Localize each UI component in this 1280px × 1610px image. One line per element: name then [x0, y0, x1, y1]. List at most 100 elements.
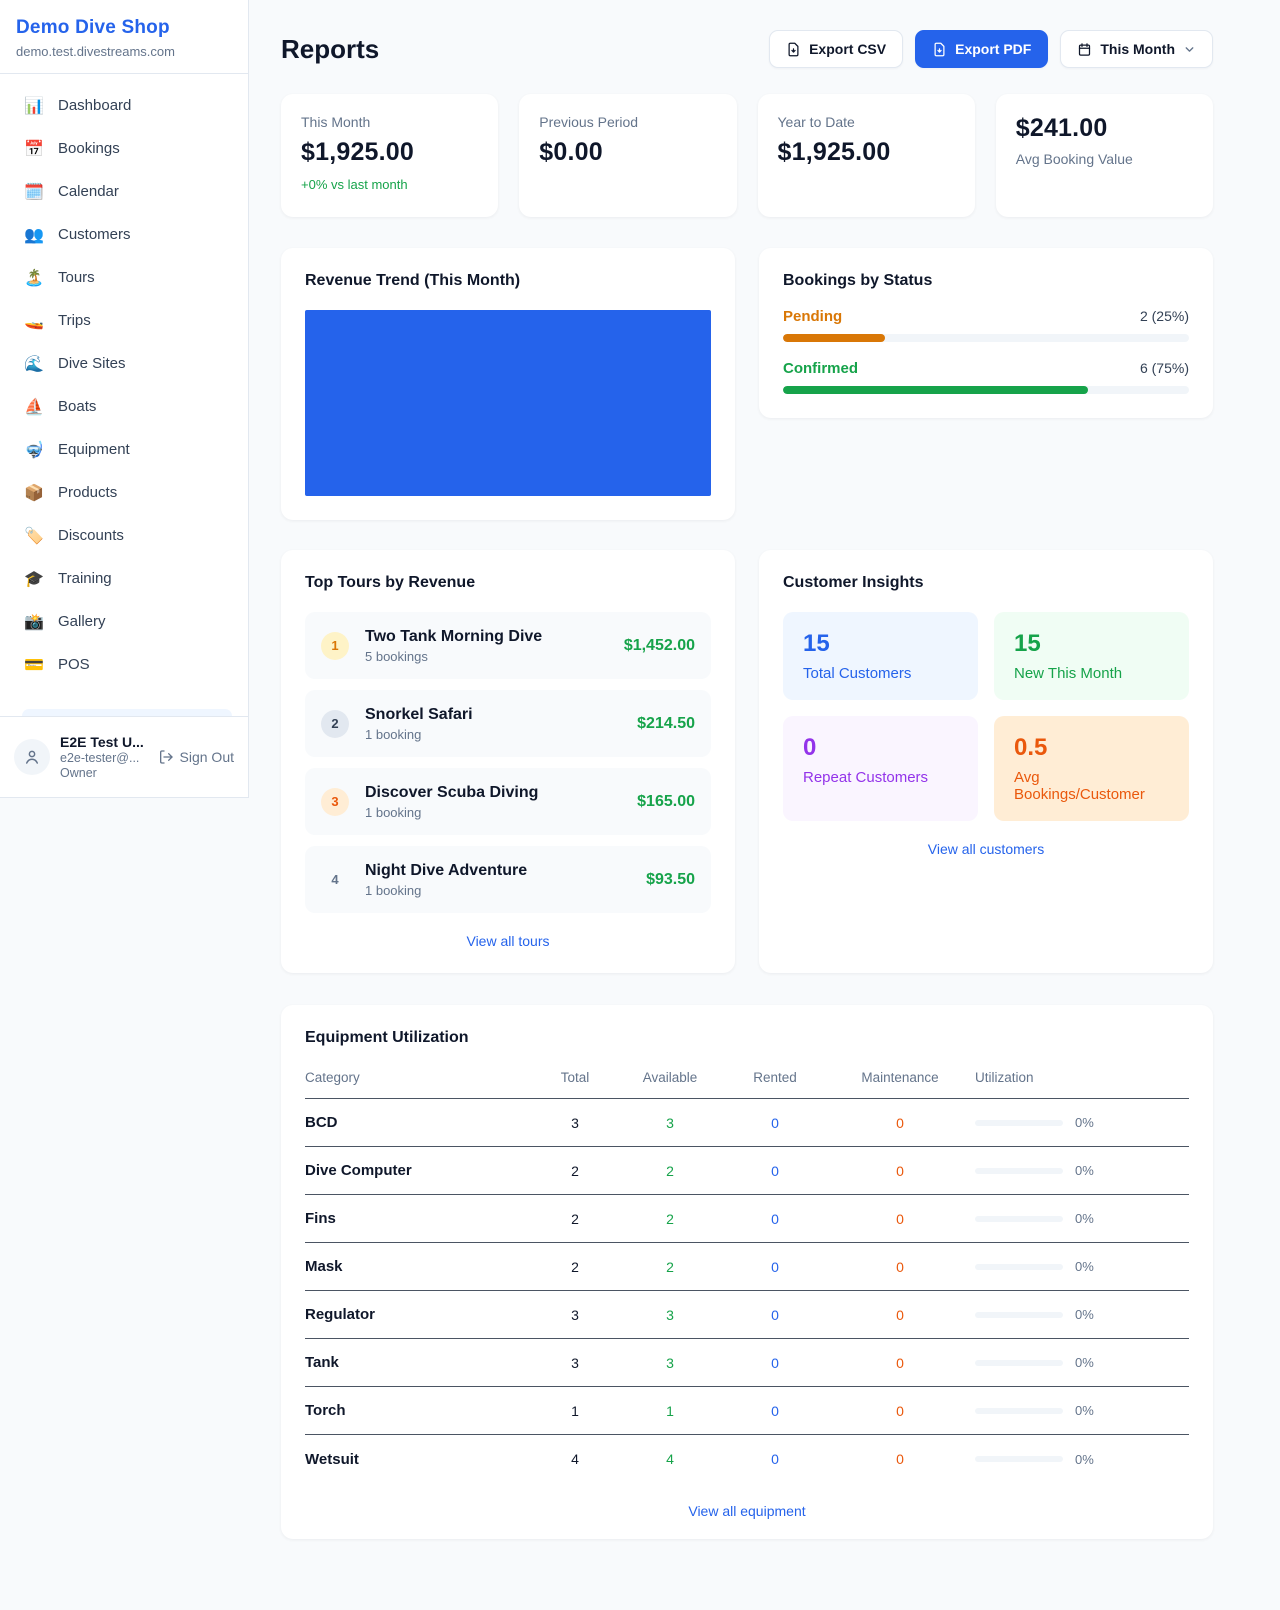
tour-name: Discover Scuba Diving — [365, 783, 539, 801]
sidebar-item-equipment[interactable]: 🤿 Equipment — [24, 441, 130, 459]
sidebar-item-bookings[interactable]: 📅 Bookings — [24, 140, 120, 158]
sidebar-item-boats[interactable]: ⛵ Boats — [24, 398, 97, 416]
table-row: Torch 1 1 0 0 0% — [305, 1387, 1189, 1435]
file-download-icon — [934, 42, 945, 56]
bookings-by-status-title: Bookings by Status — [783, 272, 933, 289]
equipment-total: 3 — [571, 1114, 579, 1131]
chevron-down-icon — [1185, 46, 1194, 52]
equipment-available: 3 — [666, 1354, 674, 1371]
column-header: Category — [305, 1070, 360, 1085]
equipment-total: 2 — [571, 1258, 579, 1275]
sidebar-item-products[interactable]: 📦 Products — [24, 484, 118, 502]
sidebar-nav: 📊 Dashboard 📅 Bookings 🗓️ Calendar 👥 Cus… — [0, 74, 248, 716]
equipment-rented: 0 — [771, 1451, 779, 1467]
user-role: Owner — [60, 766, 97, 780]
equipment-maintenance: 0 — [896, 1354, 904, 1371]
stat-label: Avg Booking Value — [1015, 151, 1133, 167]
equipment-available: 2 — [666, 1210, 674, 1227]
tour-name: Two Tank Morning Dive — [365, 627, 543, 645]
utilization-percent: 0% — [1075, 1163, 1094, 1178]
utilization-percent: 0% — [1075, 1211, 1094, 1226]
equipment-rented: 0 — [771, 1258, 779, 1275]
view-all-equipment-link[interactable]: View all equipment — [688, 1503, 806, 1519]
sidebar-item-training[interactable]: 🎓 Training — [24, 570, 112, 588]
equipment-available: 3 — [666, 1306, 674, 1323]
file-download-icon — [788, 42, 799, 56]
insight-tile: 0 Repeat Customers — [783, 716, 978, 821]
column-header: Rented — [753, 1070, 797, 1085]
tour-name: Snorkel Safari — [365, 705, 473, 723]
user-icon — [26, 750, 38, 764]
sidebar-item-gallery[interactable]: 📸 Gallery — [24, 613, 106, 631]
period-dropdown[interactable]: This Month — [1060, 30, 1213, 68]
utilization-percent: 0% — [1075, 1355, 1094, 1370]
tour-bookings: 5 bookings — [365, 648, 428, 664]
view-all-customers-link[interactable]: View all customers — [927, 841, 1045, 857]
equipment-icon: 🤿 — [24, 441, 44, 459]
stat-value: $1,925.00 — [301, 138, 415, 166]
table-row: Regulator 3 3 0 0 0% — [305, 1291, 1189, 1339]
equipment-utilization-title: Equipment Utilization — [305, 1029, 469, 1046]
sidebar-item-tours[interactable]: 🏝️ Tours — [24, 269, 95, 287]
trips-icon: 🚤 — [24, 312, 44, 330]
view-all-tours-link[interactable]: View all tours — [466, 933, 550, 949]
equipment-maintenance: 0 — [896, 1451, 904, 1467]
sidebar-item-dive-sites[interactable]: 🌊 Dive Sites — [24, 355, 126, 373]
brand-domain: demo.test.divestreams.com — [16, 44, 175, 59]
equipment-rented: 0 — [771, 1114, 779, 1131]
sign-out-button[interactable]: Sign Out — [158, 749, 234, 765]
sidebar-item-reports-active[interactable] — [22, 709, 232, 716]
equipment-rented: 0 — [771, 1210, 779, 1227]
insight-tiles: 15 Total Customers 15 New This Month 0 R… — [783, 612, 1189, 821]
equipment-category: Torch — [305, 1402, 346, 1419]
column-header: Utilization — [975, 1070, 1034, 1085]
equipment-rented: 0 — [771, 1402, 779, 1419]
equipment-category: Mask — [305, 1258, 343, 1275]
status-label: Confirmed — [783, 360, 858, 377]
table-row: Fins 2 2 0 0 0% — [305, 1195, 1189, 1243]
column-header: Total — [560, 1070, 590, 1085]
export-pdf-button[interactable]: Export PDF — [915, 30, 1049, 68]
equipment-maintenance: 0 — [896, 1306, 904, 1323]
tour-revenue: $214.50 — [637, 714, 695, 732]
sidebar-item-dashboard[interactable]: 📊 Dashboard — [24, 97, 132, 115]
equipment-category: Regulator — [305, 1306, 376, 1323]
sidebar-item-pos[interactable]: 💳 POS — [24, 656, 90, 674]
insight-tile: 15 Total Customers — [783, 612, 978, 700]
tour-bookings: 1 booking — [365, 882, 422, 898]
insight-value: 15 — [1014, 630, 1041, 657]
training-icon: 🎓 — [24, 570, 44, 588]
header-actions: Export CSV Export PDF This Month — [769, 30, 1213, 68]
customers-icon: 👥 — [24, 226, 44, 244]
sidebar-item-customers[interactable]: 👥 Customers — [24, 226, 131, 244]
sidebar-item-calendar[interactable]: 🗓️ Calendar — [24, 183, 119, 201]
revenue-trend-card: Revenue Trend (This Month) — [281, 248, 735, 520]
equipment-table-header: Category Total Available Rented Maintenance U… — [305, 1057, 1189, 1099]
tour-revenue: $1,452.00 — [623, 636, 695, 654]
page-title: Reports — [281, 33, 380, 64]
export-csv-label: Export CSV — [809, 41, 887, 57]
equipment-maintenance: 0 — [896, 1114, 904, 1131]
tour-row: 1 Two Tank Morning Dive 5 bookings $1,45… — [305, 612, 711, 679]
bookings-icon: 📅 — [24, 140, 44, 158]
table-row: Tank 3 3 0 0 0% — [305, 1339, 1189, 1387]
sidebar: Demo Dive Shop demo.test.divestreams.com… — [0, 0, 249, 798]
top-tours-title: Top Tours by Revenue — [305, 574, 476, 591]
table-row: Wetsuit 4 4 0 0 0% — [305, 1435, 1189, 1483]
user-meta: E2E Test U... e2e-tester@... Owner — [60, 734, 148, 780]
discounts-icon: 🏷️ — [24, 527, 44, 545]
rank-badge: 4 — [331, 872, 339, 887]
stat-label: Previous Period — [539, 114, 639, 130]
status-progress-fill — [783, 386, 1088, 394]
top-tours-card: Top Tours by Revenue 1 Two Tank Morning … — [281, 550, 735, 973]
tours-icon: 🏝️ — [24, 269, 44, 287]
stat-card: Avg Booking Value $241.00 — [995, 94, 1213, 217]
sidebar-item-trips[interactable]: 🚤 Trips — [24, 312, 91, 330]
export-csv-button[interactable]: Export CSV — [769, 30, 904, 68]
utilization-percent: 0% — [1075, 1115, 1094, 1130]
sidebar-item-discounts[interactable]: 🏷️ Discounts — [24, 527, 124, 545]
status-count: 6 (75%) — [1139, 360, 1189, 376]
status-progress-track — [783, 334, 1189, 342]
rank-badge: 3 — [321, 787, 349, 816]
insight-tile: 15 New This Month — [994, 612, 1189, 700]
